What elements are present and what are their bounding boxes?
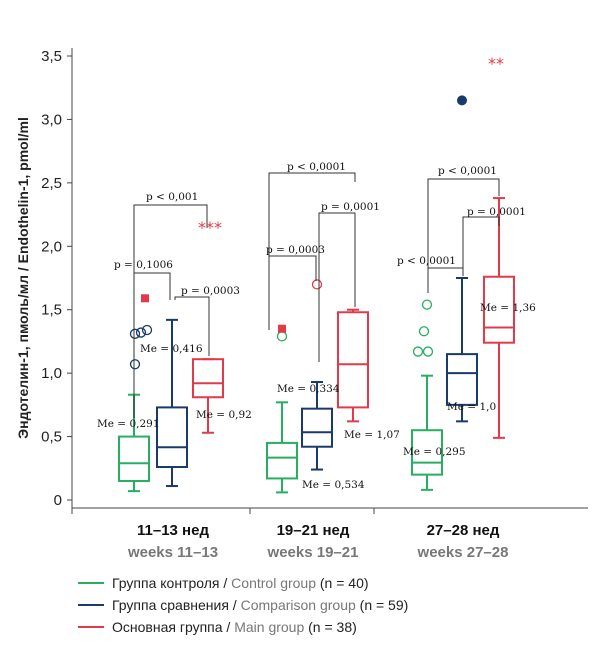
median-label: Me = 0,92: [196, 409, 252, 421]
median-label: Me = 1,07: [344, 429, 400, 441]
outlier-point: [129, 359, 141, 370]
x-group-label-en: weeks 11–13: [127, 544, 218, 561]
box-iqr: [411, 429, 443, 476]
significance-bracket: [462, 216, 500, 276]
outlier-point: [141, 294, 149, 303]
median-label: Me = 1,0: [447, 401, 496, 413]
legend-n-main: (n = 38): [308, 619, 357, 635]
box-iqr: [446, 353, 478, 406]
outlier-point: [278, 324, 286, 333]
significance-bracket: [427, 267, 464, 293]
p-value-label: p < 0,001: [146, 191, 198, 203]
x-group-label-en: weeks 19–21: [267, 544, 359, 561]
legend-label-ru-comparison: Группа сравнения: [112, 597, 229, 613]
median-label: Me = 0,291: [97, 418, 160, 430]
legend: Группа контроля / Control group (n = 40)…: [78, 572, 578, 638]
box-iqr: [192, 358, 224, 399]
significance-bracket: [268, 255, 317, 330]
median-label: Me = 1,36: [480, 302, 536, 314]
legend-label-en-comparison: Comparison group: [240, 597, 356, 613]
legend-item-comparison: Группа сравнения / Comparison group (n =…: [78, 594, 578, 616]
median-label: Me = 0,416: [140, 343, 203, 355]
outlier-point: [457, 95, 467, 106]
significance-bracket: [133, 272, 171, 418]
significance-stars: ***: [198, 218, 222, 237]
y-tick-label: 2,5: [41, 175, 62, 192]
p-value-label: p = 0,0003: [181, 285, 240, 297]
legend-label-ru-control: Группа контроля: [112, 575, 220, 591]
y-tick-label: 0,5: [41, 429, 62, 446]
significance-bracket: [427, 178, 500, 293]
p-value-label: p < 0,0001: [397, 255, 456, 267]
box-iqr: [301, 407, 333, 448]
median-label: Me = 0,334: [277, 383, 340, 395]
p-value-label: p < 0,0001: [438, 165, 497, 177]
outlier-point: [141, 324, 153, 336]
p-value-label: p = 0,0003: [266, 244, 325, 256]
outlier-point: [276, 331, 288, 342]
legend-swatch-comparison: [78, 604, 104, 606]
median-label: Me = 0,534: [302, 479, 365, 491]
p-value-label: p = 0,1006: [114, 259, 173, 271]
outlier-point: [412, 346, 424, 357]
outlier-point: [422, 346, 434, 357]
p-value-label: p = 0,0001: [321, 201, 380, 213]
outlier-point: [135, 327, 147, 338]
box-iqr: [337, 311, 369, 409]
legend-n-control: (n = 40): [319, 575, 369, 591]
y-tick-label: 0: [54, 492, 62, 509]
y-tick-label: 2,0: [41, 238, 62, 255]
box-iqr: [156, 406, 188, 469]
outlier-point: [418, 326, 430, 337]
significance-bracket: [133, 204, 208, 418]
legend-swatch-control: [78, 582, 104, 584]
x-group-label-ru: 27–28 нед: [427, 522, 500, 539]
box-iqr: [266, 441, 298, 480]
significance-bracket: [174, 296, 210, 356]
y-tick-label: 3,5: [41, 48, 62, 65]
outlier-point: [421, 299, 433, 310]
x-group-label-ru: 19–21 нед: [277, 522, 350, 539]
legend-swatch-main: [78, 626, 104, 628]
box-iqr: [483, 275, 515, 344]
significance-stars: **: [488, 54, 504, 73]
legend-n-comparison: (n = 59): [359, 597, 409, 613]
y-tick-label: 3,0: [41, 111, 62, 128]
x-group-label-en: weeks 27–28: [417, 544, 509, 561]
significance-bracket: [318, 212, 356, 362]
endothelin-box-chart: 0 0,5 1,0 1,5 2,0 2,5 3,0 3,5 Эндотелин-1, пмоль…: [15, 48, 588, 561]
y-tick-label: 1,5: [41, 302, 62, 319]
y-tick-label: 1,0: [41, 365, 62, 382]
legend-label-ru-main: Основная группа: [112, 619, 223, 635]
box-iqr: [118, 435, 150, 482]
p-value-label: p < 0,0001: [287, 161, 346, 173]
legend-label-en-control: Control group: [231, 575, 316, 591]
x-group-label-ru: 11–13 нед: [137, 522, 209, 539]
p-value-label: p = 0,0001: [467, 206, 526, 218]
outlier-point: [129, 328, 141, 339]
significance-bracket: [268, 172, 356, 330]
legend-item-control: Группа контроля / Control group (n = 40): [78, 572, 578, 594]
legend-item-main: Основная группа / Main group (n = 38): [78, 616, 578, 638]
median-label: Me = 0,295: [403, 446, 466, 458]
outlier-point: [311, 279, 323, 290]
legend-label-en-main: Main group: [234, 619, 305, 635]
y-axis-label: Эндотелин-1, пмоль/мл / Endothelin-1, pm…: [15, 117, 31, 439]
